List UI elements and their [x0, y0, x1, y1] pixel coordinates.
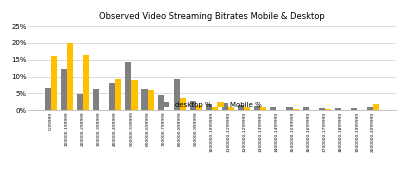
Bar	[335, 108, 341, 110]
Bar	[51, 56, 57, 110]
Bar	[61, 69, 67, 110]
Bar	[222, 104, 228, 110]
Bar	[174, 79, 180, 110]
Bar	[158, 95, 164, 110]
Legend: desktop %, Mobile %: desktop %, Mobile %	[162, 101, 262, 108]
Bar	[228, 107, 234, 110]
Bar	[244, 107, 250, 110]
Bar	[132, 80, 138, 110]
Bar	[254, 106, 260, 110]
Bar	[180, 98, 186, 110]
Bar	[286, 107, 292, 110]
Bar	[206, 105, 212, 110]
Bar	[302, 107, 309, 110]
Bar	[373, 104, 379, 110]
Bar	[260, 107, 266, 110]
Bar	[212, 107, 218, 110]
Bar	[319, 108, 325, 110]
Bar	[109, 83, 115, 110]
Bar	[142, 89, 148, 110]
Title: Observed Video Streaming Bitrates Mobile & Desktop: Observed Video Streaming Bitrates Mobile…	[99, 12, 325, 21]
Bar	[270, 107, 276, 110]
Bar	[190, 101, 196, 110]
Bar	[93, 89, 99, 110]
Bar	[292, 108, 299, 110]
Bar	[67, 43, 73, 110]
Bar	[148, 90, 154, 110]
Bar	[125, 62, 132, 110]
Bar	[367, 107, 373, 110]
Bar	[351, 108, 357, 110]
Bar	[196, 105, 202, 110]
Bar	[45, 88, 51, 110]
Bar	[83, 55, 89, 110]
Bar	[238, 105, 244, 110]
Bar	[77, 94, 83, 110]
Bar	[115, 79, 122, 110]
Bar	[325, 108, 331, 110]
